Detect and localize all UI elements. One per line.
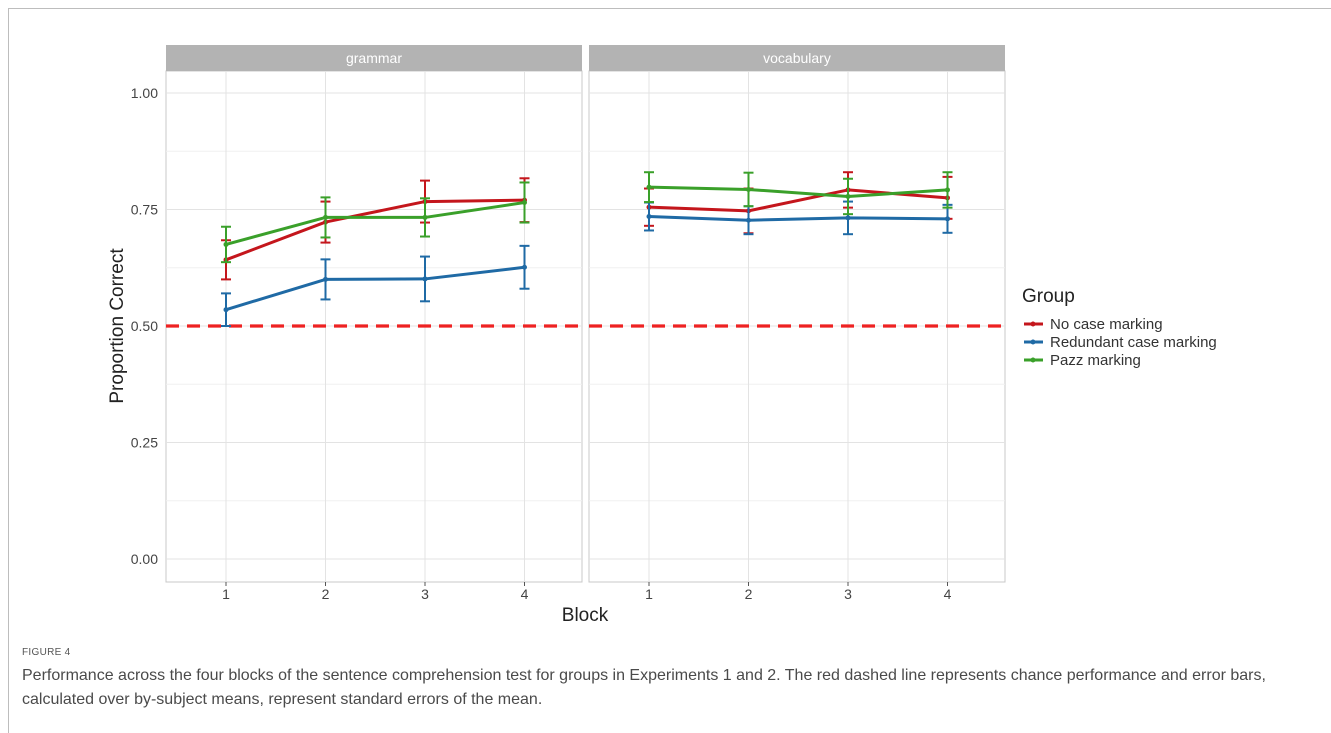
facet-title-vocabulary: vocabulary bbox=[763, 50, 831, 66]
y-tick-label: 0.75 bbox=[131, 202, 158, 218]
data-point-pazz-marking bbox=[522, 200, 527, 206]
series-line-redundant-case-marking bbox=[648, 214, 948, 222]
facet-title-grammar: grammar bbox=[346, 50, 402, 66]
series-line-no-case-marking bbox=[225, 198, 525, 262]
data-point-redundant-case-marking bbox=[646, 213, 652, 219]
data-point-pazz-marking bbox=[945, 187, 950, 193]
series-line-pazz-marking bbox=[225, 201, 525, 246]
legend-label-pazz-marking: Pazz marking bbox=[1050, 352, 1141, 369]
legend-key-point-pazz-marking bbox=[1030, 357, 1036, 363]
x-tick-label: 2 bbox=[745, 586, 753, 602]
facet-strip bbox=[589, 45, 1005, 71]
y-tick-label: 0.00 bbox=[131, 551, 158, 567]
data-point-redundant-case-marking bbox=[522, 264, 527, 270]
x-axis-title: Block bbox=[562, 605, 609, 626]
data-point-pazz-marking bbox=[746, 186, 751, 192]
x-tick-label: 4 bbox=[521, 586, 529, 602]
facet-strip bbox=[166, 45, 582, 71]
data-point-redundant-case-marking bbox=[323, 276, 328, 282]
data-point-pazz-marking bbox=[845, 193, 851, 199]
faceted-line-chart: grammar 1 2 3 4 vocabulary 1 2 3 4 0.00 0.25 0.50 0.7… bbox=[107, 45, 1217, 626]
legend-key-point-redundant-case-marking bbox=[1030, 339, 1036, 345]
x-tick-label: 1 bbox=[645, 586, 653, 602]
legend-label-redundant-case-marking: Redundant case marking bbox=[1050, 334, 1217, 351]
legend-title: Group bbox=[1022, 286, 1075, 307]
x-tick-label: 3 bbox=[421, 586, 429, 602]
data-point-redundant-case-marking bbox=[945, 216, 950, 222]
x-tick-label: 4 bbox=[944, 586, 952, 602]
legend-key-point-no-case-marking bbox=[1030, 321, 1036, 327]
figure-frame bbox=[8, 8, 1331, 733]
data-point-pazz-marking bbox=[323, 214, 328, 220]
legend-label-no-case-marking: No case marking bbox=[1050, 316, 1163, 333]
y-tick-label: 0.50 bbox=[131, 318, 158, 334]
figure-label: FIGURE 4 bbox=[22, 647, 71, 658]
data-point-redundant-case-marking bbox=[746, 217, 751, 223]
x-tick-label: 2 bbox=[322, 586, 330, 602]
y-axis-title: Proportion Correct bbox=[107, 248, 128, 404]
series-line-pazz-marking bbox=[648, 185, 948, 198]
y-tick-label: 0.25 bbox=[131, 435, 158, 451]
figure-caption: Performance across the four blocks of th… bbox=[22, 667, 1266, 708]
x-tick-label: 3 bbox=[844, 586, 852, 602]
data-point-pazz-marking bbox=[646, 184, 652, 190]
data-point-pazz-marking bbox=[422, 214, 428, 220]
data-point-redundant-case-marking bbox=[422, 276, 428, 282]
data-point-redundant-case-marking bbox=[845, 215, 851, 221]
series-line-redundant-case-marking bbox=[225, 265, 525, 312]
y-tick-label: 1.00 bbox=[131, 85, 158, 101]
x-tick-label: 1 bbox=[222, 586, 230, 602]
data-point-pazz-marking bbox=[223, 241, 229, 247]
data-point-redundant-case-marking bbox=[223, 307, 229, 313]
